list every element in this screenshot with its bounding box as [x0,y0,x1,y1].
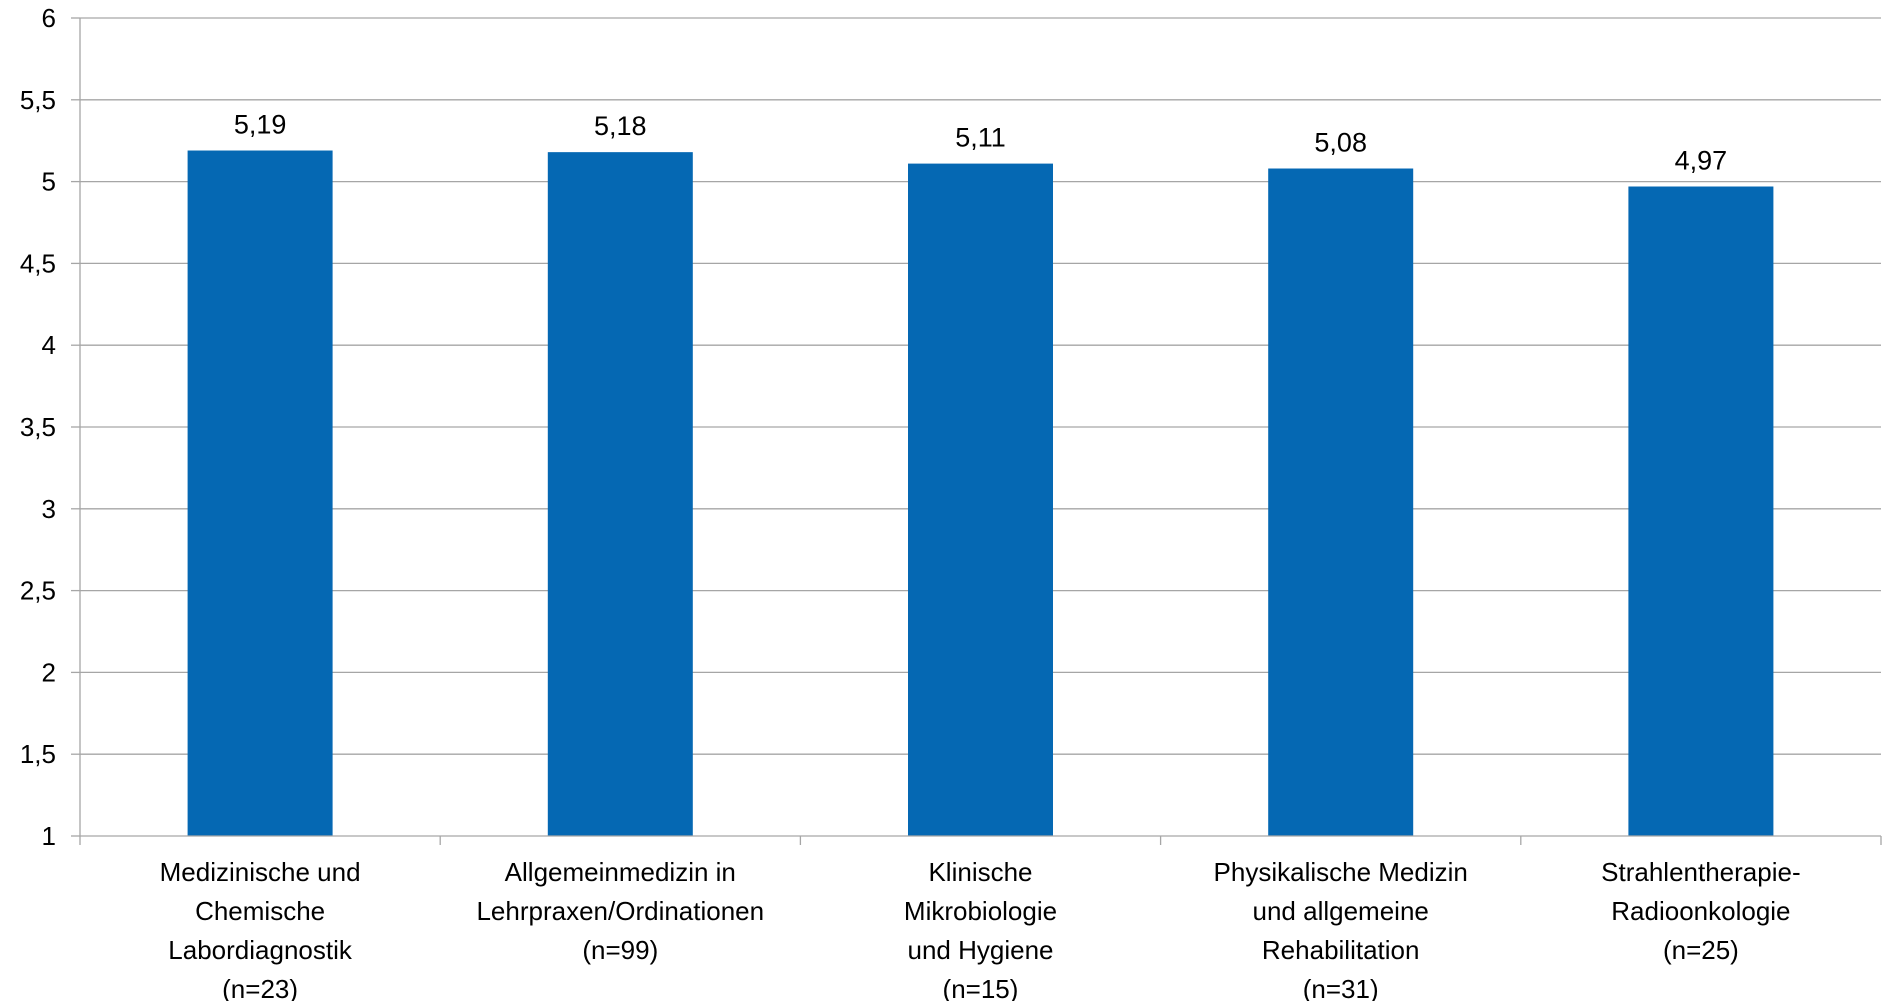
x-category-label: Physikalische Medizin und allgemeine Rehab… [1214,857,1468,1001]
bar [187,150,333,837]
y-tick-label: 1 [42,821,56,851]
y-tick-label: 3,5 [20,412,56,442]
x-category-label-line: (n=99) [582,935,658,965]
data-label: 5,18 [594,111,647,141]
bar [1628,186,1774,836]
x-category-label-line: Radioonkologie [1611,896,1790,926]
y-tick-label: 4 [42,330,56,360]
x-category-label-line: Physikalische Medizin [1214,857,1468,887]
x-category-label-line: Mikrobiologie [904,896,1057,926]
x-category-label-line: (n=23) [222,974,298,1001]
x-category-label-line: Lehrpraxen/Ordinationen [476,896,764,926]
y-tick-label: 4,5 [20,248,56,278]
bars [187,150,1774,837]
x-category-label-line: Allgemeinmedizin in [505,857,736,887]
x-category-label-line: Chemische [195,896,325,926]
x-category-label-line: und Hygiene [908,935,1054,965]
bar [908,163,1053,836]
data-label: 5,11 [955,123,1006,153]
bar [1268,168,1414,837]
y-tick-label: 3 [42,494,56,524]
y-tick-label: 2,5 [20,576,56,606]
x-category-label: Strahlentherapie- Radioonkologie (n=25) [1601,857,1800,965]
x-category-label-line: Strahlentherapie- [1601,857,1800,887]
x-category-label-line: Medizinische und [160,857,361,887]
x-category-label: Allgemeinmedizin in Lehrpraxen/Ordination… [476,857,764,965]
y-tick-label: 1,5 [20,739,56,769]
data-label: 5,08 [1314,128,1367,158]
bar [547,152,693,837]
x-category-label-line: und allgemeine [1253,896,1429,926]
x-category-label-line: Rehabilitation [1262,935,1420,965]
data-label: 5,19 [234,110,287,140]
labels: 1 1,5 2 2,5 3 3,5 4 4,5 5 5,5 6 5,19 Medizinische un… [20,3,1801,1004]
x-category-label-line: Klinische [928,857,1032,887]
x-category-label-line: (n=25) [1663,935,1739,965]
axes [71,17,1882,845]
y-tick-label: 5,5 [20,85,56,115]
y-tick-label: 6 [42,3,56,33]
data-label: 4,97 [1675,146,1728,176]
y-tick-label: 2 [42,657,56,687]
x-category-label: Medizinische und Chemische Labordiagnostik… [160,857,361,1001]
x-category-label-line: Labordiagnostik [168,935,353,965]
x-category-label-line: (n=15) [943,974,1019,1001]
x-category-label: Klinische Mikrobiologie und Hygiene (n=15) [904,857,1057,1001]
x-category-label-line: (n=31) [1303,974,1379,1001]
y-tick-label: 5 [42,167,56,197]
